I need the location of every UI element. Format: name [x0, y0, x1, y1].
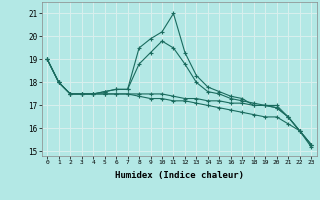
X-axis label: Humidex (Indice chaleur): Humidex (Indice chaleur) [115, 171, 244, 180]
